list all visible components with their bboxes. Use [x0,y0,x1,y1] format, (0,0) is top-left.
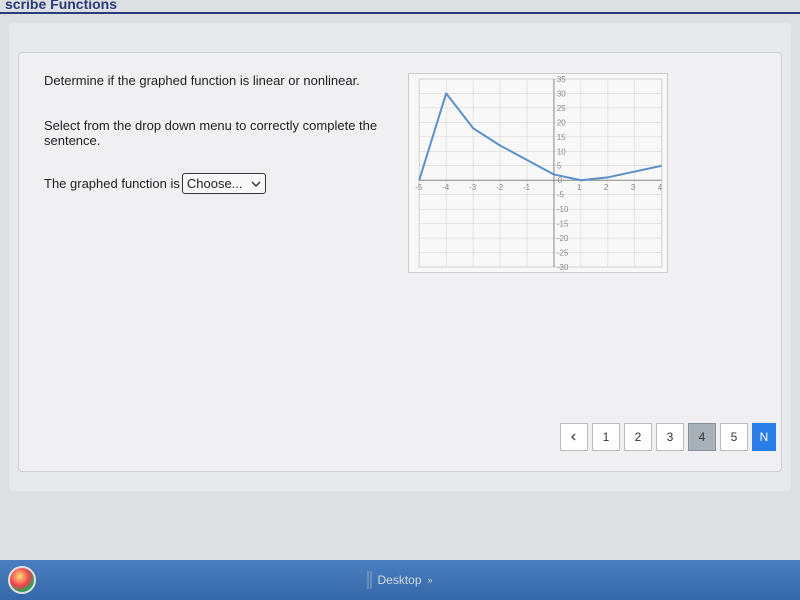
svg-text:4: 4 [657,183,662,192]
page-next-button[interactable]: N [752,423,776,451]
svg-text:-3: -3 [469,183,477,192]
svg-text:1: 1 [576,183,581,192]
answer-dropdown[interactable]: Choose... [182,173,266,194]
chrome-icon[interactable] [8,566,36,594]
taskbar[interactable]: Desktop » [0,560,800,600]
content-wrapper: Determine if the graphed function is lin… [8,22,792,492]
svg-text:-1: -1 [523,183,531,192]
desktop-divider-icon [367,571,371,589]
svg-text:-5: -5 [556,191,564,200]
page-button-3[interactable]: 3 [656,423,684,451]
svg-text:-20: -20 [556,234,568,243]
page-button-4[interactable]: 4 [688,423,716,451]
page-prev-button[interactable] [560,423,588,451]
page-button-2[interactable]: 2 [624,423,652,451]
svg-text:-4: -4 [442,183,450,192]
taskbar-desktop-toggle[interactable]: Desktop » [367,571,432,589]
function-chart: -30 -25 -20 -15 -10 -5 0 5 10 15 20 25 30 35 -5 -4 -3 -2 -… [408,73,668,273]
page-button-1[interactable]: 1 [592,423,620,451]
next-label: N [760,430,769,444]
svg-text:35: 35 [556,75,565,84]
svg-text:25: 25 [556,104,565,113]
dropdown-placeholder: Choose... [187,176,243,191]
svg-text:30: 30 [556,89,565,98]
desktop-label: Desktop [377,573,421,587]
pagination: 12345 N [560,423,776,451]
header-title: scribe Functions [5,0,117,12]
svg-text:20: 20 [556,118,565,127]
page-header: scribe Functions [0,0,800,14]
chevron-left-icon [570,433,578,441]
svg-text:-25: -25 [556,249,568,258]
svg-text:-5: -5 [415,183,423,192]
question-panel: Determine if the graphed function is lin… [18,52,782,472]
svg-text:-2: -2 [496,183,503,192]
svg-text:0: 0 [557,176,562,185]
svg-text:3: 3 [630,183,635,192]
svg-text:-30: -30 [556,263,568,272]
question-text-column: Determine if the graphed function is lin… [44,73,408,451]
svg-text:10: 10 [556,147,565,156]
chart-area: -30-25-20-15-10-505101520253035-5-4-3-2-… [408,73,772,451]
svg-text:-15: -15 [556,220,568,229]
question-instruction: Select from the drop down menu to correc… [44,118,408,148]
svg-text:-10: -10 [556,205,568,214]
svg-text:5: 5 [556,162,561,171]
question-prompt: Determine if the graphed function is lin… [44,73,408,88]
sentence-prefix: The graphed function is [44,176,180,191]
answer-sentence: The graphed function is Choose... [44,173,408,194]
svg-text:2: 2 [603,183,607,192]
expand-icon: » [428,575,433,585]
page-button-5[interactable]: 5 [720,423,748,451]
chevron-down-icon [251,180,261,188]
svg-text:15: 15 [556,133,565,142]
